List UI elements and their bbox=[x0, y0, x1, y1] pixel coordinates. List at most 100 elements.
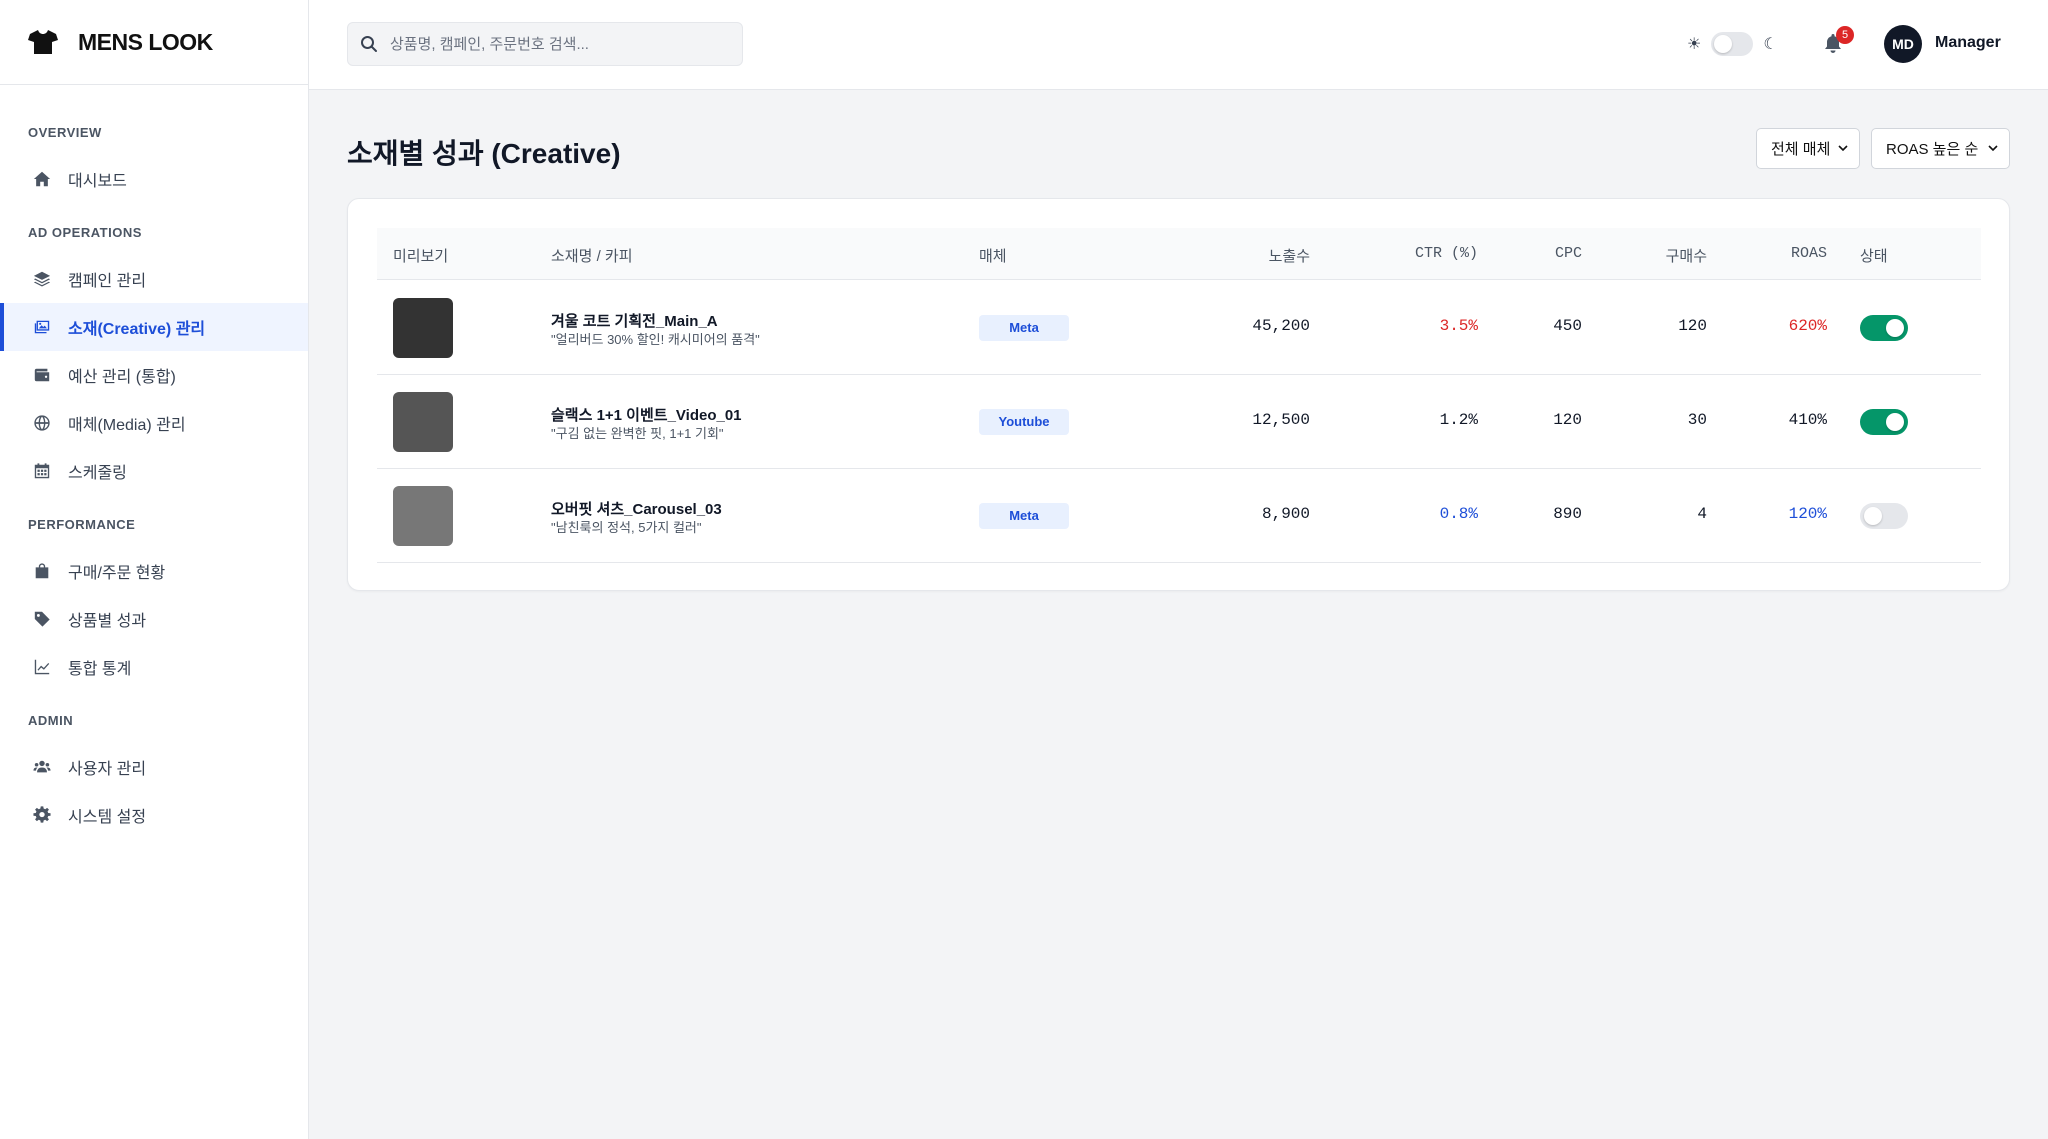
users-icon bbox=[32, 757, 52, 777]
sidebar-item-label: 대시보드 bbox=[68, 173, 127, 190]
nav-section-title: AD OPERATIONS bbox=[28, 225, 142, 240]
col-cpc[interactable]: CPC bbox=[1554, 245, 1582, 262]
line-chart-icon bbox=[32, 657, 52, 677]
media-filter-value: 전체 매체 bbox=[1771, 141, 1831, 158]
home-icon bbox=[32, 169, 52, 189]
sidebar-item-media[interactable]: 매체(Media) 관리 bbox=[0, 399, 308, 447]
creative-thumbnail[interactable] bbox=[393, 392, 453, 452]
layers-icon bbox=[32, 269, 52, 289]
chevron-down-icon bbox=[1838, 145, 1848, 152]
purchases-value: 120 bbox=[1678, 317, 1707, 335]
creative-name[interactable]: 오버핏 셔츠_Carousel_03 bbox=[551, 501, 722, 518]
nav-section-title: ADMIN bbox=[28, 713, 74, 728]
globe-icon bbox=[32, 413, 52, 433]
status-toggle[interactable] bbox=[1860, 409, 1908, 435]
col-media[interactable]: 매체 bbox=[979, 248, 1007, 265]
col-purchases[interactable]: 구매수 bbox=[1665, 248, 1707, 265]
shopping-bag-icon bbox=[32, 561, 52, 581]
table-row[interactable]: 오버핏 셔츠_Carousel_03 "남친룩의 정석, 5가지 컬러" Met… bbox=[377, 469, 1981, 563]
sidebar-item-scheduling[interactable]: 스케줄링 bbox=[0, 447, 308, 495]
sidebar-item-label: 사용자 관리 bbox=[68, 761, 147, 778]
sidebar-item-campaigns[interactable]: 캠페인 관리 bbox=[0, 255, 308, 303]
table-row[interactable]: 슬랙스 1+1 이벤트_Video_01 "구김 없는 완벽한 핏, 1+1 기… bbox=[377, 375, 1981, 469]
nav-section-title: PERFORMANCE bbox=[28, 517, 136, 532]
notification-badge: 5 bbox=[1836, 26, 1854, 44]
sidebar-item-label: 시스템 설정 bbox=[68, 809, 147, 826]
creative-name[interactable]: 겨울 코트 기획전_Main_A bbox=[551, 313, 718, 330]
search-box[interactable] bbox=[347, 22, 743, 66]
roas-value: 410% bbox=[1788, 411, 1827, 429]
ctr-value: 3.5% bbox=[1439, 317, 1478, 335]
sidebar-item-creative[interactable]: 소재(Creative) 관리 bbox=[0, 303, 308, 351]
col-name[interactable]: 소재명 / 카피 bbox=[551, 248, 633, 265]
media-badge: Meta bbox=[979, 315, 1069, 341]
creative-name[interactable]: 슬랙스 1+1 이벤트_Video_01 bbox=[551, 407, 742, 424]
sidebar-item-orders[interactable]: 구매/주문 현황 bbox=[0, 547, 308, 595]
sidebar: MENS LOOK OVERVIEW 대시보드 AD OPERATIONS 캠페… bbox=[0, 0, 309, 1139]
search-icon bbox=[361, 36, 377, 52]
roas-value: 120% bbox=[1788, 505, 1827, 523]
ctr-value: 0.8% bbox=[1439, 505, 1478, 523]
chevron-down-icon bbox=[1988, 145, 1998, 152]
brand-name: MENS LOOK bbox=[78, 28, 213, 55]
sun-icon: ☀ bbox=[1687, 36, 1702, 53]
sidebar-item-label: 구매/주문 현황 bbox=[68, 565, 166, 582]
theme-switcher: ☀ ☾ bbox=[1687, 32, 1778, 56]
user-name[interactable]: Manager bbox=[1935, 34, 2001, 51]
moon-icon: ☾ bbox=[1763, 36, 1778, 53]
sidebar-item-label: 상품별 성과 bbox=[68, 613, 147, 630]
cpc-value: 890 bbox=[1553, 505, 1582, 523]
calendar-icon bbox=[32, 461, 52, 481]
col-ctr[interactable]: CTR (%) bbox=[1414, 245, 1478, 262]
creative-thumbnail[interactable] bbox=[393, 486, 453, 546]
cpc-value: 450 bbox=[1553, 317, 1582, 335]
table-row[interactable]: 겨울 코트 기획전_Main_A "얼리버드 30% 할인! 캐시미어의 품격"… bbox=[377, 281, 1981, 375]
creative-copy: "구김 없는 완벽한 핏, 1+1 기회" bbox=[551, 426, 724, 441]
wallet-icon bbox=[32, 365, 52, 385]
media-badge: Youtube bbox=[979, 409, 1069, 435]
sidebar-item-label: 캠페인 관리 bbox=[68, 273, 147, 290]
nav-section-title: OVERVIEW bbox=[28, 125, 102, 140]
media-filter-select[interactable]: 전체 매체 bbox=[1756, 128, 1860, 169]
purchases-value: 30 bbox=[1687, 411, 1707, 429]
sidebar-item-dashboard[interactable]: 대시보드 bbox=[0, 155, 308, 203]
notification-button[interactable]: 5 bbox=[1822, 26, 1854, 56]
sidebar-item-label: 통합 통계 bbox=[68, 661, 132, 678]
creative-copy: "남친룩의 정석, 5가지 컬러" bbox=[551, 520, 702, 535]
sidebar-item-label: 매체(Media) 관리 bbox=[68, 417, 186, 434]
sort-select[interactable]: ROAS 높은 순 bbox=[1871, 128, 2010, 169]
sort-value: ROAS 높은 순 bbox=[1886, 141, 1979, 158]
status-toggle[interactable] bbox=[1860, 315, 1908, 341]
col-impressions[interactable]: 노출수 bbox=[1268, 248, 1310, 265]
col-roas[interactable]: ROAS bbox=[1790, 245, 1827, 262]
impressions-value: 45,200 bbox=[1252, 317, 1310, 335]
theme-toggle[interactable] bbox=[1711, 32, 1754, 56]
sidebar-item-label: 예산 관리 (통합) bbox=[68, 369, 176, 386]
table-header: 미리보기 소재명 / 카피 매체 노출수 CTR (%) CPC 구매수 ROA… bbox=[377, 228, 1981, 280]
tshirt-icon bbox=[28, 30, 58, 54]
impressions-value: 12,500 bbox=[1252, 411, 1310, 429]
col-preview[interactable]: 미리보기 bbox=[393, 248, 449, 265]
sidebar-item-settings[interactable]: 시스템 설정 bbox=[0, 791, 308, 839]
search-input[interactable] bbox=[390, 35, 720, 53]
sidebar-item-label: 소재(Creative) 관리 bbox=[68, 321, 206, 338]
tag-icon bbox=[32, 609, 52, 629]
creative-thumbnail[interactable] bbox=[393, 298, 453, 358]
brand[interactable]: MENS LOOK bbox=[0, 0, 308, 85]
avatar[interactable]: MD bbox=[1884, 25, 1922, 63]
status-toggle[interactable] bbox=[1860, 503, 1908, 529]
cpc-value: 120 bbox=[1553, 411, 1582, 429]
page-title: 소재별 성과 (Creative) bbox=[347, 138, 621, 169]
top-header: ☀ ☾ 5 MD Manager bbox=[309, 0, 2048, 90]
ctr-value: 1.2% bbox=[1439, 411, 1478, 429]
roas-value: 620% bbox=[1788, 317, 1827, 335]
col-status[interactable]: 상태 bbox=[1860, 248, 1888, 265]
sidebar-item-budget[interactable]: 예산 관리 (통합) bbox=[0, 351, 308, 399]
sidebar-item-products[interactable]: 상품별 성과 bbox=[0, 595, 308, 643]
sidebar-item-users[interactable]: 사용자 관리 bbox=[0, 743, 308, 791]
sidebar-item-stats[interactable]: 통합 통계 bbox=[0, 643, 308, 691]
image-icon bbox=[32, 317, 52, 337]
sidebar-item-label: 스케줄링 bbox=[68, 465, 127, 482]
gear-icon bbox=[32, 805, 52, 825]
impressions-value: 8,900 bbox=[1261, 505, 1310, 523]
